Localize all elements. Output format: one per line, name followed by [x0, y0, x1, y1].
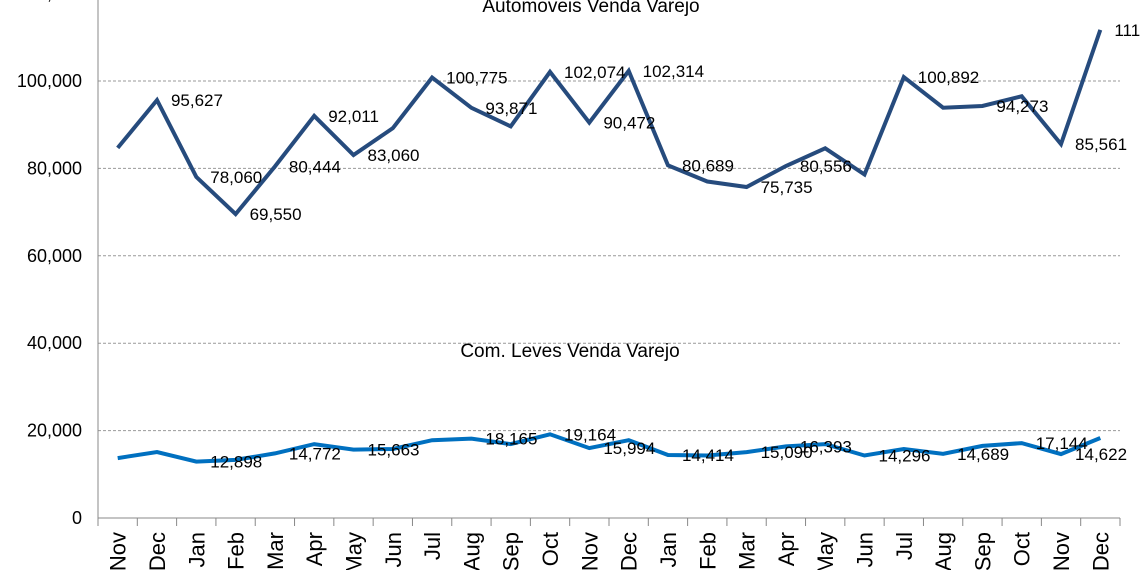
data-label: 14,622	[1075, 445, 1127, 464]
y-tick-label: 120,000	[17, 0, 82, 4]
x-tick-label: Nov	[577, 532, 602, 570]
x-tick-label: Oct	[1010, 532, 1035, 566]
data-label: 95,627	[171, 91, 223, 110]
series-line-1	[117, 432, 1102, 464]
x-tick-label: Apr	[774, 532, 799, 566]
data-label: 92,011	[328, 107, 379, 126]
y-tick-label: 20,000	[27, 421, 82, 441]
data-label: 75,735	[761, 178, 813, 197]
x-tick-label: Dec	[145, 532, 170, 570]
y-tick-label: 0	[72, 508, 82, 528]
series-title-automoveis: Automoveis Venda Varejo	[482, 0, 699, 17]
data-label: 15,663	[368, 441, 420, 460]
data-label: 90,472	[603, 114, 655, 133]
data-label: 69,550	[250, 205, 302, 224]
data-label: 14,296	[879, 447, 931, 466]
data-label: 85,561	[1075, 135, 1127, 154]
x-tick-label: Feb	[695, 532, 720, 570]
data-label: 111,688	[1114, 21, 1140, 40]
x-tick-label: Aug	[459, 532, 484, 570]
series-title-com-leves: Com. Leves Venda Varejo	[460, 341, 679, 362]
x-tick-label: Sep	[499, 532, 524, 570]
x-tick-label: Nov	[1049, 532, 1074, 570]
x-tick-label: Oct	[538, 532, 563, 566]
data-label: 16,393	[800, 437, 852, 456]
data-label: 100,775	[446, 69, 507, 88]
gridlines	[98, 80, 1120, 432]
x-tick-label: Sep	[970, 532, 995, 570]
series-line-0	[116, 29, 1103, 218]
y-tick-label: 40,000	[27, 333, 82, 353]
data-label: 15,090	[761, 443, 813, 462]
data-labels: 95,627 78,060 69,550 80,444 92,011 83,060 100,…	[171, 21, 1140, 472]
x-tick-label: May	[342, 532, 367, 570]
data-label: 102,314	[643, 62, 704, 81]
x-tick-label: May	[813, 532, 838, 570]
data-label: 83,060	[368, 146, 420, 165]
x-tick-label: Dec	[1088, 532, 1113, 570]
x-tick-label: Aug	[931, 532, 956, 570]
data-label: 102,074	[564, 63, 625, 82]
x-tick-label: Apr	[302, 532, 327, 566]
data-label: 15,994	[603, 439, 655, 458]
data-label: 14,772	[289, 444, 341, 463]
y-tick-label: 80,000	[27, 158, 82, 178]
data-label: 12,898	[210, 453, 262, 472]
x-tick-label: Jul	[892, 532, 917, 560]
x-tick-label: Dec	[617, 532, 642, 570]
axes: 0 20,000 40,000 60,000 80,000 100,000 120,000 N…	[17, 0, 1121, 570]
data-label: 80,444	[289, 157, 341, 176]
data-label: 14,689	[957, 445, 1009, 464]
data-label: 19,164	[564, 425, 616, 444]
data-label: 14,414	[682, 446, 734, 465]
data-label: 17,144	[1036, 434, 1088, 453]
x-tick-label: Nov	[106, 532, 131, 570]
data-label: 78,060	[210, 168, 262, 187]
data-label: 80,556	[800, 157, 852, 176]
x-tick-label: Feb	[224, 532, 249, 570]
x-tick-label: Mar	[735, 532, 760, 570]
x-tick-label: Jan	[656, 532, 681, 567]
y-tick-label: 100,000	[17, 71, 82, 91]
data-label: 80,689	[682, 156, 734, 175]
x-tick-label: Jun	[381, 532, 406, 567]
data-label: 100,892	[918, 68, 979, 87]
series-group	[116, 29, 1103, 464]
x-tick-label: Jan	[184, 532, 209, 567]
x-tick-label: Jul	[420, 532, 445, 560]
x-tick-label: Jun	[853, 532, 878, 567]
data-label: 94,273	[996, 97, 1048, 116]
data-label: 18,165	[485, 430, 537, 449]
x-tick-label: Mar	[263, 532, 288, 570]
data-label: 93,871	[485, 99, 537, 118]
y-tick-label: 60,000	[27, 246, 82, 266]
